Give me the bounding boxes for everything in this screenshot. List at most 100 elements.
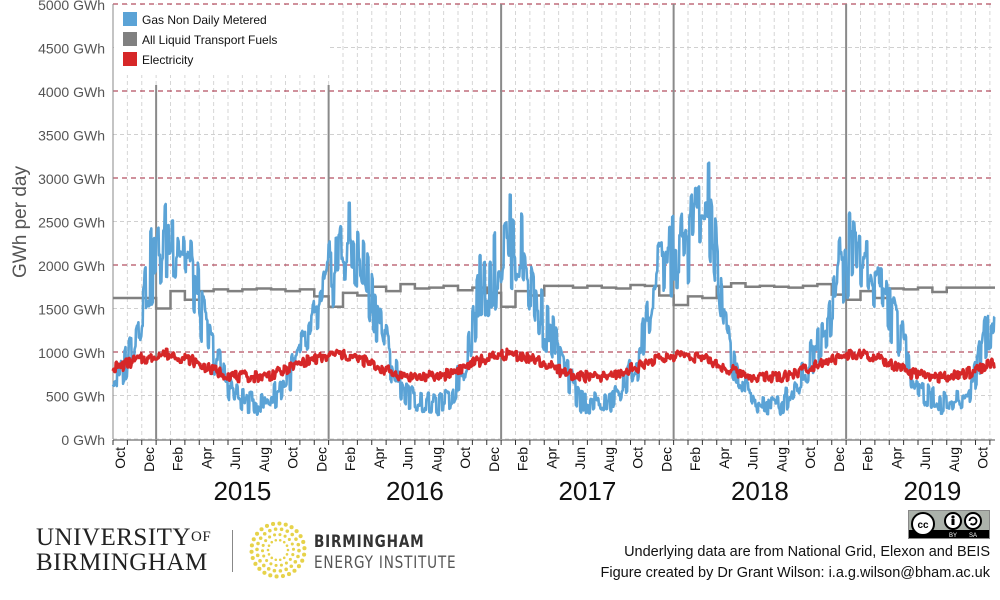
sun-dot xyxy=(273,533,277,537)
y-axis-label: GWh per day xyxy=(10,166,31,278)
x-month-label: Oct xyxy=(802,447,818,469)
sun-dot xyxy=(284,567,288,572)
sun-dot xyxy=(279,563,283,567)
sun-dot xyxy=(286,572,292,577)
x-month-label: Oct xyxy=(630,447,646,469)
sun-dot xyxy=(255,553,260,558)
y-tick-label: 0 GWh xyxy=(61,432,105,448)
y-tick-label: 5000 GWh xyxy=(38,0,105,13)
x-month-label: Aug xyxy=(601,447,617,472)
sun-dot xyxy=(260,549,265,553)
sun-dot xyxy=(264,539,268,543)
sun-dot xyxy=(250,555,255,561)
sun-dot xyxy=(274,563,278,567)
x-month-label: Aug xyxy=(773,447,789,472)
x-month-label: Dec xyxy=(831,447,847,472)
sun-dot xyxy=(278,533,282,537)
x-month-label: Jun xyxy=(745,447,761,470)
x-year-label: 2015 xyxy=(213,476,271,506)
legend-swatch xyxy=(123,32,137,46)
x-month-label: Jun xyxy=(400,447,416,470)
legend-label: Gas Non Daily Metered xyxy=(142,13,267,27)
legend: Gas Non Daily Metered All Liquid Transpor… xyxy=(114,5,330,75)
grid xyxy=(112,3,995,440)
sun-dot xyxy=(266,548,270,552)
sun-dot xyxy=(283,522,288,527)
sun-dot xyxy=(285,529,290,533)
legend-label: Electricity xyxy=(142,53,193,67)
x-month-label: Dec xyxy=(658,447,674,472)
x-month-label: Apr xyxy=(888,447,904,469)
legend-label: All Liquid Transport Fuels xyxy=(142,33,277,47)
y-tick-label: 500 GWh xyxy=(46,389,105,405)
sun-dot xyxy=(302,552,307,557)
sun-dot xyxy=(259,527,264,532)
sun-dot xyxy=(262,570,267,575)
x-month-label: Oct xyxy=(112,447,128,469)
sun-dot xyxy=(274,538,278,542)
sun-dot xyxy=(280,573,285,579)
sun-dot xyxy=(249,549,254,554)
x-year-label: 2019 xyxy=(903,476,961,506)
y-axis: 0 GWh 500 GWh 1000 GWh 1500 GWh 2000 GWh 2500… xyxy=(38,0,105,448)
sun-dot xyxy=(258,559,262,563)
sun-dot xyxy=(262,531,267,536)
sun-dot xyxy=(291,553,295,557)
sun-dot xyxy=(278,558,282,562)
x-year-label: 2016 xyxy=(386,476,444,506)
sun-dot xyxy=(267,544,271,547)
sun-dot xyxy=(268,528,272,533)
sun-dot xyxy=(267,553,271,556)
x-month-label: Dec xyxy=(313,447,329,472)
sun-dot xyxy=(288,557,292,561)
sun-dot xyxy=(278,538,282,542)
sun-dot xyxy=(282,556,286,560)
sun-dot xyxy=(302,546,307,551)
y-tick-label: 3000 GWh xyxy=(38,171,105,187)
sun-dot xyxy=(300,558,305,563)
sun-dot xyxy=(262,554,266,558)
logo-text: UNIVERSITY xyxy=(36,524,191,551)
sun-dot xyxy=(274,558,278,562)
x-year-label: 2018 xyxy=(731,476,789,506)
x-month-label: Apr xyxy=(198,447,214,469)
sun-dot xyxy=(282,540,286,544)
sun-dot xyxy=(279,527,284,532)
cc-by-sa-icon: cc BY SA xyxy=(909,511,989,539)
x-month-label: Jun xyxy=(227,447,243,470)
sun-dot xyxy=(296,554,300,559)
author-credit: Figure created by Dr Grant Wilson: i.a.g… xyxy=(600,565,990,581)
x-month-label: Dec xyxy=(141,447,157,472)
y-tick-label: 3500 GWh xyxy=(38,128,105,144)
series-line-all-liquid-transport-fuels xyxy=(113,282,995,310)
sun-dot xyxy=(287,537,291,542)
y-tick-label: 2000 GWh xyxy=(38,258,105,274)
x-month-label: Feb xyxy=(170,447,186,471)
cc-license-badge[interactable]: cc BY SA xyxy=(908,510,990,539)
sun-dot xyxy=(296,542,301,547)
sun-dot xyxy=(268,535,272,539)
x-month-label: Apr xyxy=(371,447,387,469)
sun-dot xyxy=(285,553,289,556)
sun-dot xyxy=(254,531,260,536)
sun-dot xyxy=(294,529,299,534)
sun-dot xyxy=(270,540,274,544)
energy-chart: 0 GWh 500 GWh 1000 GWh 1500 GWh 2000 GWh 2500… xyxy=(10,0,996,506)
sun-dot xyxy=(271,521,276,527)
sun-dot xyxy=(278,569,283,573)
y-tick-label: 4500 GWh xyxy=(38,41,105,57)
x-axis: Oct Dec Feb Apr Jun Aug Oct Dec Feb Apr Jun Aug Oct D… xyxy=(112,4,995,506)
series-line-electricity xyxy=(111,347,996,384)
x-month-label: Jun xyxy=(572,447,588,470)
sun-dot xyxy=(274,574,279,579)
energy-institute-sun-logo xyxy=(249,521,307,579)
x-year-label: 2017 xyxy=(558,476,616,506)
x-month-label: Aug xyxy=(256,447,272,472)
series-layer xyxy=(111,161,996,417)
x-month-label: Oct xyxy=(457,447,473,469)
sun-dot xyxy=(251,537,256,542)
sun-dot xyxy=(286,548,290,552)
sun-dot xyxy=(289,525,294,530)
legend-swatch xyxy=(123,12,137,26)
sun-dot xyxy=(268,573,273,578)
